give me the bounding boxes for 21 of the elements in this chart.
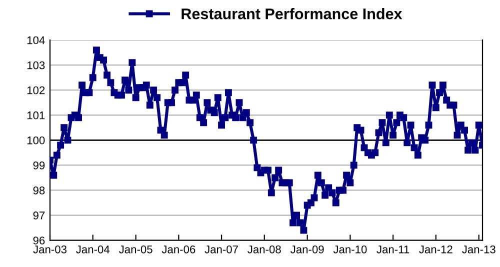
x-tick-label: Jan-06 — [162, 245, 196, 254]
y-tick-label: 102 — [27, 86, 45, 94]
legend-label: Restaurant Performance Index — [182, 8, 402, 20]
x-tick-label: Jan-07 — [204, 245, 238, 254]
y-tick-label: 100 — [27, 136, 45, 144]
x-tick-label: Jan-05 — [119, 245, 152, 254]
y-tick-label: 96 — [33, 236, 45, 244]
x-tick-label: Jan-11 — [376, 246, 410, 254]
y-tick-label: 104 — [27, 36, 45, 44]
x-tick-label: Jan-04 — [76, 245, 110, 254]
y-tick-label: 101 — [27, 111, 45, 120]
y-tick-label: 98 — [33, 186, 45, 194]
x-tick-label: Jan-08 — [248, 245, 281, 254]
x-tick-label: Jan-10 — [333, 245, 367, 254]
y-tick-label: 99 — [33, 161, 45, 170]
x-tick-label: Jan-12 — [419, 245, 452, 254]
y-tick-label: 97 — [33, 212, 45, 220]
x-tick-label: Jan-13 — [462, 245, 496, 254]
y-tick-label: 103 — [27, 61, 45, 70]
x-tick-label: Jan-09 — [290, 245, 324, 254]
x-tick-label: Jan-03 — [33, 245, 66, 254]
